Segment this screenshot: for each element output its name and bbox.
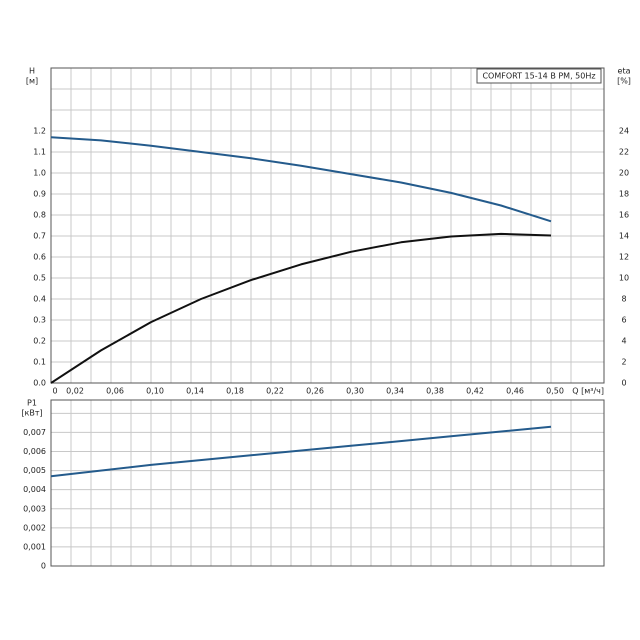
y-tick-label: 0.5 bbox=[33, 274, 46, 283]
data-line bbox=[50, 136, 552, 223]
y2-tick-label: 4 bbox=[621, 337, 626, 346]
x-tick-label: 0 bbox=[52, 387, 57, 396]
y2-tick-label: 24 bbox=[619, 127, 629, 136]
y-axis-unit: [кВт] bbox=[21, 409, 42, 418]
y2-tick-label: 2 bbox=[621, 358, 626, 367]
y-tick-label: 0,001 bbox=[23, 542, 46, 551]
y2-axis-label: eta bbox=[618, 67, 631, 76]
y2-tick-label: 0 bbox=[621, 379, 626, 388]
y2-axis-unit: [%] bbox=[617, 77, 631, 86]
x-tick-label: 0,50 bbox=[546, 387, 564, 396]
plot-frame bbox=[50, 67, 605, 384]
y-tick-label: 0.8 bbox=[33, 211, 46, 220]
x-tick-label: 0,30 bbox=[346, 387, 364, 396]
y-tick-label: 0 bbox=[41, 562, 46, 571]
x-tick-label: 0,10 bbox=[146, 387, 164, 396]
y2-tick-label: 10 bbox=[619, 274, 629, 283]
y-tick-label: 0,007 bbox=[23, 428, 46, 437]
y-tick-label: 0,004 bbox=[23, 485, 46, 494]
x-tick-label: 0,18 bbox=[226, 387, 244, 396]
y-tick-label: 0.0 bbox=[33, 379, 46, 388]
y-tick-label: 0.3 bbox=[33, 316, 46, 325]
y2-tick-label: 18 bbox=[619, 190, 629, 199]
y2-tick-label: 22 bbox=[619, 148, 629, 157]
y-tick-label: 1.2 bbox=[33, 127, 46, 136]
x-tick-label: 0,02 bbox=[66, 387, 84, 396]
x-tick-label: 0,38 bbox=[426, 387, 444, 396]
x-axis-label: Q [м³/ч] bbox=[572, 387, 604, 396]
x-tick-label: 0,14 bbox=[186, 387, 204, 396]
y-tick-label: 0.9 bbox=[33, 190, 46, 199]
x-tick-label: 0,42 bbox=[466, 387, 484, 396]
data-line bbox=[50, 425, 552, 478]
x-tick-label: 0,46 bbox=[506, 387, 524, 396]
legend-text: COMFORT 15-14 B PM, 50Hz bbox=[482, 72, 595, 81]
y2-tick-label: 12 bbox=[619, 253, 629, 262]
y-tick-label: 1.1 bbox=[33, 148, 46, 157]
y-axis-unit: [м] bbox=[26, 77, 38, 86]
legend-box bbox=[476, 68, 602, 84]
y-axis-label: H bbox=[29, 67, 35, 76]
data-line bbox=[50, 232, 552, 384]
y2-tick-label: 14 bbox=[619, 232, 629, 241]
y-tick-label: 0.1 bbox=[33, 358, 46, 367]
y-tick-label: 0.4 bbox=[33, 295, 46, 304]
y-tick-label: 0,005 bbox=[23, 466, 46, 475]
y-tick-label: 0,003 bbox=[23, 504, 46, 513]
y-tick-label: 0.2 bbox=[33, 337, 46, 346]
y-tick-label: 0.6 bbox=[33, 253, 46, 262]
x-tick-label: 0,06 bbox=[106, 387, 124, 396]
y-tick-label: 1.0 bbox=[33, 169, 46, 178]
y-axis-label: P1 bbox=[27, 399, 37, 408]
y-tick-label: 0.7 bbox=[33, 232, 46, 241]
x-tick-label: 0,22 bbox=[266, 387, 284, 396]
x-tick-label: 0,34 bbox=[386, 387, 404, 396]
y-tick-label: 0,006 bbox=[23, 447, 46, 456]
y-tick-label: 0,002 bbox=[23, 523, 46, 532]
y2-tick-label: 6 bbox=[621, 316, 626, 325]
plot-frame bbox=[50, 399, 605, 567]
x-tick-label: 0,26 bbox=[306, 387, 324, 396]
y2-tick-label: 16 bbox=[619, 211, 629, 220]
y2-tick-label: 20 bbox=[619, 169, 629, 178]
y2-tick-label: 8 bbox=[621, 295, 626, 304]
